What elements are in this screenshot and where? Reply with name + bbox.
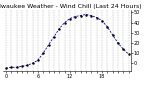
- Title: Milwaukee Weather - Wind Chill (Last 24 Hours): Milwaukee Weather - Wind Chill (Last 24 …: [0, 4, 142, 9]
